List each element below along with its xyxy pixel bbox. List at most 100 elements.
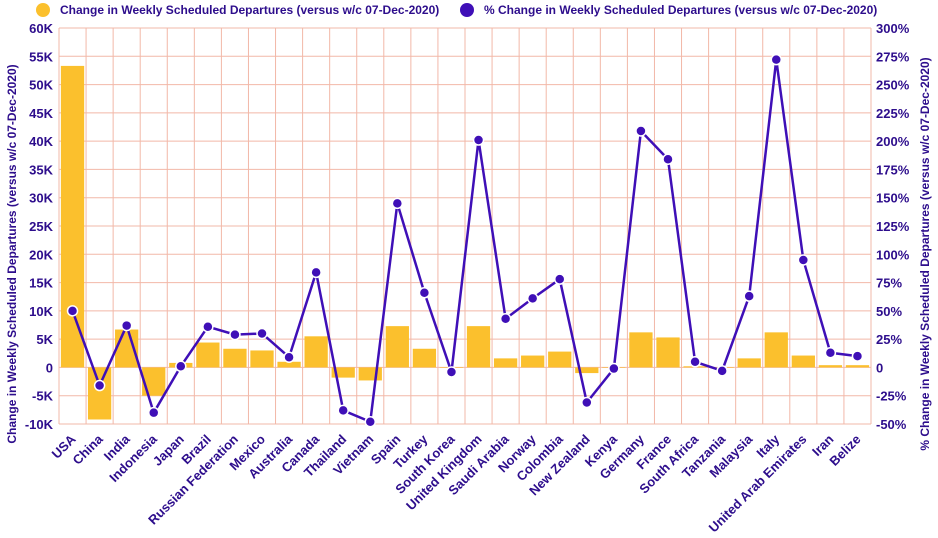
line-point-8 — [283, 351, 295, 363]
y-right-tick-label: 150% — [876, 191, 910, 206]
y-right-tick-label: 225% — [876, 106, 910, 121]
line-point-0 — [66, 305, 79, 317]
legend-marker-bar-series — [36, 3, 50, 17]
line-point-12 — [391, 197, 404, 210]
y-left-tick-label: 35K — [29, 162, 53, 177]
bar-series — [60, 65, 870, 420]
y-left-tick-label: 45K — [29, 106, 53, 121]
line-point-22 — [662, 153, 674, 165]
bar-16 — [493, 358, 518, 368]
bar-25 — [737, 358, 761, 368]
line-point-3 — [147, 406, 160, 419]
y-right-tick-label: 0 — [876, 360, 883, 375]
legend-label-bar-series: Change in Weekly Scheduled Departures (v… — [60, 3, 439, 17]
y-right-tick-label: 275% — [876, 49, 910, 64]
line-point-18 — [553, 273, 566, 285]
bar-17 — [521, 355, 545, 368]
bar-1 — [87, 367, 112, 420]
y-right-tick-label: 25% — [876, 332, 902, 347]
legend-label-line-series: % Change in Weekly Scheduled Departures … — [484, 3, 877, 17]
line-point-5 — [202, 320, 214, 333]
bar-12 — [385, 326, 409, 368]
y-axis-right: -50% -25% 0 25% 50% 75% 100% 125% 150% 175% 200% 22… — [876, 21, 910, 432]
line-point-16 — [499, 313, 512, 325]
y-left-tick-label: 25K — [29, 219, 53, 234]
y-left-tick-label: 10K — [29, 304, 53, 319]
y-left-tick-label: 30K — [29, 191, 53, 206]
line-point-19 — [581, 396, 593, 409]
line-point-17 — [526, 292, 539, 305]
line-point-21 — [635, 125, 647, 137]
line-point-10 — [337, 404, 349, 417]
y-right-tick-label: 100% — [876, 247, 910, 262]
y-left-tick-label: 20K — [29, 247, 53, 262]
y-right-tick-label: -25% — [876, 389, 907, 404]
legend-marker-line-series — [460, 3, 474, 17]
bar-3 — [142, 367, 166, 396]
x-axis: USAChinaIndiaIndonesiaJapanBrazilRussian… — [49, 431, 864, 535]
line-point-6 — [229, 328, 241, 341]
bar-6 — [223, 348, 247, 368]
x-tick-label: Japan — [150, 431, 187, 468]
bar-22 — [656, 337, 680, 368]
y-axis-left-title: Change in Weekly Scheduled Departures (v… — [5, 64, 19, 443]
x-tick-label: Belize — [826, 432, 863, 469]
gridlines — [58, 27, 872, 425]
line-point-4 — [175, 360, 187, 373]
line-point-26 — [770, 53, 783, 66]
y-left-tick-label: -5K — [32, 389, 54, 404]
y-axis-left: -10K -5K 0 5K 10K 15K 20K 25K 30K 35K 40K 45K 50K 55K… — [25, 21, 54, 432]
bar-18 — [548, 351, 572, 368]
y-right-tick-label: 175% — [876, 162, 910, 177]
y-right-tick-label: 250% — [876, 78, 910, 93]
bar-7 — [250, 350, 274, 368]
line-point-23 — [689, 356, 701, 368]
line-point-13 — [418, 287, 431, 299]
line-point-9 — [310, 266, 322, 279]
line-point-20 — [608, 362, 620, 375]
y-left-tick-label: 40K — [29, 134, 53, 149]
y-left-tick-label: 50K — [29, 78, 53, 93]
bar-8 — [277, 361, 301, 368]
y-axis-right-title: % Change in Weekly Scheduled Departures … — [918, 57, 932, 450]
bar-19 — [575, 367, 599, 374]
line-point-29 — [851, 350, 864, 362]
bar-27 — [791, 355, 815, 368]
bar-11 — [358, 367, 382, 381]
bar-13 — [412, 348, 437, 368]
bar-5 — [196, 342, 220, 368]
x-tick-label: China — [70, 431, 107, 468]
line-point-25 — [743, 290, 755, 302]
y-left-tick-label: 5K — [36, 332, 53, 347]
line-point-24 — [716, 365, 728, 377]
bar-10 — [331, 367, 355, 378]
line-point-15 — [472, 134, 485, 146]
y-right-tick-label: 50% — [876, 304, 902, 319]
line-point-2 — [120, 319, 133, 332]
line-point-14 — [445, 366, 458, 378]
bar-9 — [304, 336, 328, 368]
y-left-tick-label: 60K — [29, 21, 53, 36]
y-right-tick-label: 125% — [876, 219, 910, 234]
y-left-tick-label: 55K — [29, 49, 53, 64]
line-path — [71, 58, 858, 423]
line-point-7 — [256, 327, 268, 340]
y-right-tick-label: 300% — [876, 21, 910, 36]
y-left-tick-label: 15K — [29, 276, 53, 291]
y-left-tick-label: 0 — [46, 360, 53, 375]
y-right-tick-label: -50% — [876, 417, 907, 432]
bar-15 — [466, 326, 491, 368]
bar-26 — [764, 332, 788, 368]
line-series — [66, 53, 864, 428]
line-point-1 — [93, 379, 106, 392]
bar-29 — [845, 365, 870, 368]
bar-0 — [60, 65, 85, 368]
bar-28 — [818, 365, 843, 368]
line-point-27 — [797, 254, 810, 266]
legend: Change in Weekly Scheduled Departures (v… — [36, 3, 877, 17]
bar-21 — [629, 332, 653, 368]
y-right-tick-label: 200% — [876, 134, 910, 149]
y-right-tick-label: 75% — [876, 276, 902, 291]
